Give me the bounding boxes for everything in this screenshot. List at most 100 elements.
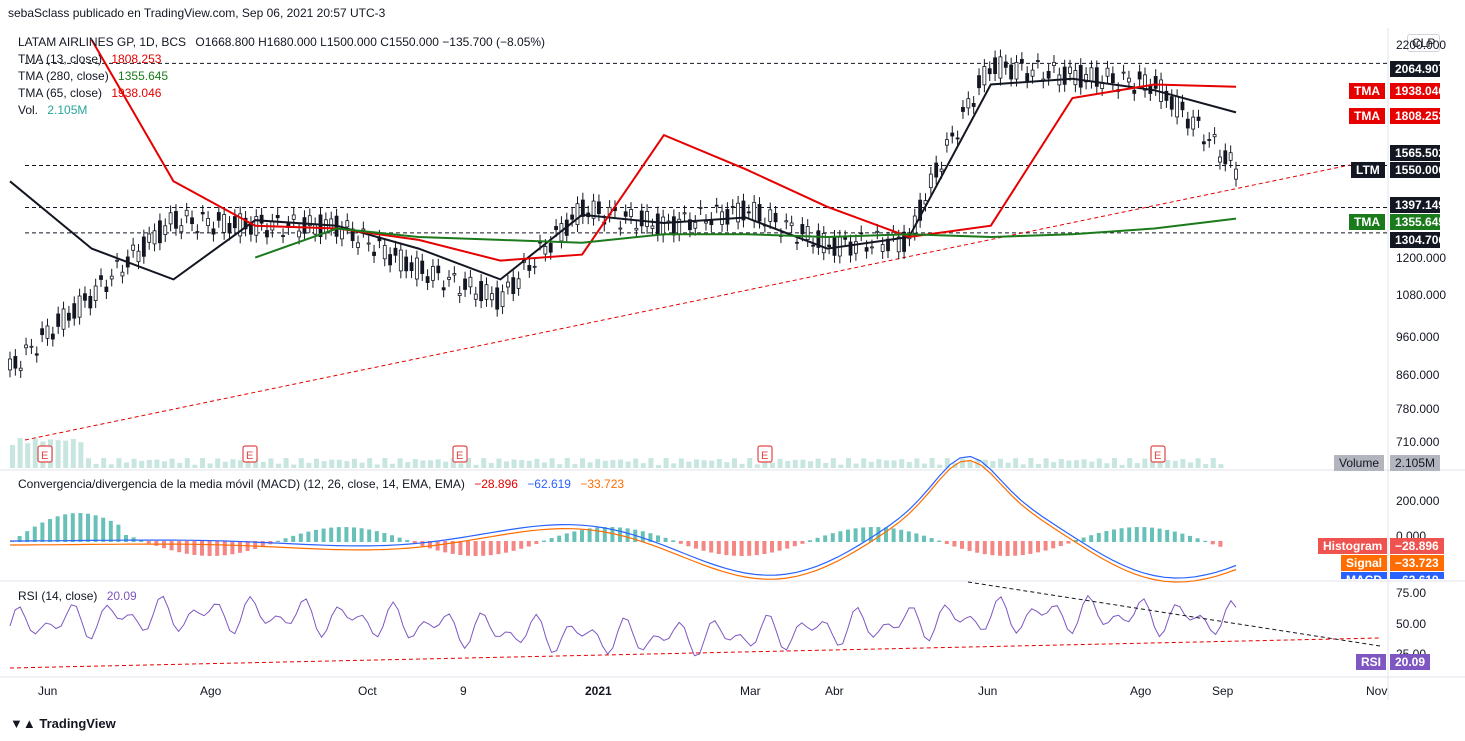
volume-bar bbox=[648, 458, 654, 468]
macd-histogram-bar bbox=[458, 541, 463, 556]
volume-bar bbox=[701, 460, 707, 468]
candle-body bbox=[966, 98, 971, 109]
volume-bar bbox=[1157, 459, 1163, 468]
candle-body bbox=[382, 245, 387, 260]
candle-body bbox=[275, 215, 280, 219]
tma13-label: TMA (13, close) bbox=[18, 52, 103, 66]
tma65-tag: 1938.046 bbox=[1390, 83, 1445, 99]
candle-body bbox=[1223, 150, 1228, 165]
macd-histogram-bar bbox=[960, 541, 964, 549]
footer-brand: TradingView bbox=[39, 716, 116, 731]
publisher-note: sebaSclass publicado en TradingView.com,… bbox=[8, 6, 386, 20]
candle-body bbox=[1191, 116, 1196, 130]
macd-histogram-bar bbox=[1005, 541, 1010, 556]
x-axis-label: Oct bbox=[358, 684, 377, 698]
volume-bar bbox=[215, 458, 221, 468]
volume-bar bbox=[800, 459, 806, 468]
volume-bar bbox=[230, 459, 236, 468]
legend-volume[interactable]: Vol. 2.105M bbox=[18, 102, 93, 119]
candle-body bbox=[404, 256, 409, 272]
volume-bar bbox=[321, 461, 327, 468]
rsi-legend[interactable]: RSI (14, close) 20.09 bbox=[18, 588, 143, 605]
macd-histogram-bar bbox=[1112, 529, 1116, 542]
candle-body bbox=[623, 211, 628, 217]
macd-histogram-bar bbox=[785, 541, 790, 549]
macd-histogram-bar bbox=[70, 513, 75, 542]
macd-legend[interactable]: Convergencia/divergencia de la media móv… bbox=[18, 476, 630, 493]
macd-histogram-bar bbox=[1195, 538, 1200, 542]
candle-body bbox=[179, 225, 184, 233]
candle-body bbox=[500, 291, 505, 308]
volume-bar bbox=[754, 464, 760, 468]
histogram-tag-label: Histogram bbox=[1318, 538, 1388, 554]
macd-histogram-bar bbox=[1013, 541, 1018, 556]
candle-body bbox=[661, 216, 666, 236]
candle-body bbox=[447, 276, 451, 280]
macd-histogram-bar bbox=[542, 540, 546, 542]
candle-body bbox=[1164, 90, 1169, 101]
macd-histogram-bar bbox=[701, 541, 706, 551]
volume-bar bbox=[428, 460, 433, 468]
macd-histogram-bar bbox=[504, 541, 508, 553]
tradingview-logo[interactable]: ▼▲ TradingView bbox=[10, 716, 116, 731]
volume-bar bbox=[1036, 463, 1041, 468]
candle-body bbox=[473, 293, 478, 300]
macd-histogram-bar bbox=[519, 541, 524, 549]
x-axis-label: Jun bbox=[978, 684, 998, 698]
candle-body bbox=[671, 216, 676, 236]
candle-body bbox=[18, 367, 23, 371]
volume-bar bbox=[298, 458, 304, 468]
price-axis-label: 2200.000 bbox=[1396, 38, 1447, 52]
volume-bar bbox=[967, 461, 973, 468]
legend-tma280[interactable]: TMA (280, close) 1355.645 bbox=[18, 68, 174, 85]
volume-bar bbox=[595, 458, 601, 468]
volume-bar bbox=[78, 442, 84, 468]
candle-body bbox=[1068, 66, 1072, 74]
currency-button[interactable]: CLP bbox=[1407, 34, 1441, 52]
volume-bar bbox=[1150, 461, 1155, 468]
volume-bar bbox=[724, 462, 730, 468]
volume-bar bbox=[1028, 458, 1034, 468]
legend-tma13[interactable]: TMA (13, close) 1808.253 bbox=[18, 51, 167, 68]
tma65-value: 1938.046 bbox=[111, 86, 162, 100]
candle-body bbox=[115, 259, 119, 262]
candle-body bbox=[222, 214, 227, 233]
candle-body bbox=[8, 358, 12, 371]
candle-body bbox=[511, 277, 516, 294]
macd-histogram-bar bbox=[656, 535, 660, 542]
macd-histogram-bar bbox=[329, 527, 334, 542]
legend-tma65[interactable]: TMA (65, close) 1938.046 bbox=[18, 85, 167, 102]
tma-tag-label: TMA bbox=[1349, 214, 1385, 230]
macd-histogram-bar bbox=[830, 533, 835, 542]
macd-histogram-bar bbox=[572, 531, 577, 542]
volume-bar bbox=[998, 458, 1003, 468]
macd-histogram-bar bbox=[846, 529, 850, 542]
tma280-label: TMA (280, close) bbox=[18, 69, 109, 83]
candle-body bbox=[1175, 96, 1180, 118]
candle-body bbox=[398, 249, 403, 272]
candle-body bbox=[977, 75, 981, 89]
last-price-tag: 1550.000 bbox=[1390, 162, 1445, 178]
symbol-name[interactable]: LATAM AIRLINES GP, 1D, BCS bbox=[18, 35, 187, 49]
volume-bar bbox=[982, 459, 988, 468]
candle-body bbox=[1153, 76, 1158, 89]
volume-bar bbox=[899, 459, 905, 468]
volume-value: 2.105M bbox=[47, 103, 88, 117]
candle-body bbox=[880, 244, 885, 252]
candle-body bbox=[1212, 134, 1217, 138]
volume-bar bbox=[1013, 458, 1019, 468]
macd-histogram-bar bbox=[602, 527, 607, 542]
volume-bar bbox=[762, 458, 768, 468]
candle-body bbox=[944, 139, 949, 146]
macd-histogram-bar bbox=[443, 541, 448, 553]
macd-histogram-bar bbox=[1066, 541, 1071, 544]
candle-body bbox=[372, 251, 376, 256]
macd-histogram-bar bbox=[260, 541, 265, 547]
candle-body bbox=[431, 266, 435, 281]
candle-body bbox=[281, 235, 285, 237]
macd-histogram-bar bbox=[952, 541, 957, 547]
candle-body bbox=[190, 217, 194, 225]
volume-bar bbox=[200, 458, 205, 468]
macd-histogram-bar bbox=[906, 531, 911, 542]
